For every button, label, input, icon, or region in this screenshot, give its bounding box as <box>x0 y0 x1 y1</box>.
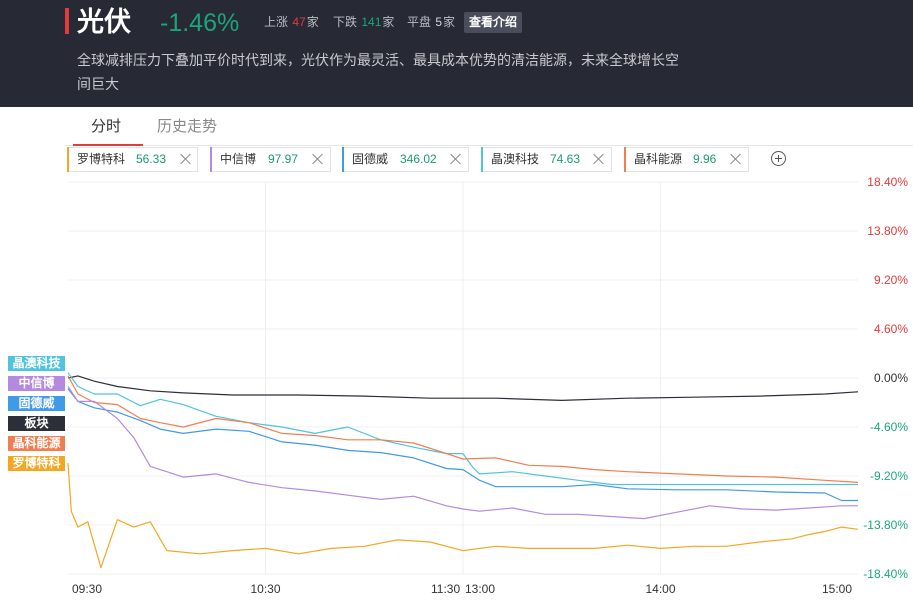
chip-stock-name: 固德威 <box>352 152 389 166</box>
stock-chip-gudewei[interactable]: 固德威 346.02 <box>342 147 469 172</box>
legend-tag-gudewei: 固德威 <box>8 396 65 411</box>
series-line-晶澳科技 <box>67 372 858 486</box>
y-tick-label: 13.80% <box>867 224 908 238</box>
chip-color-bar <box>342 147 344 172</box>
chip-stock-value: 56.33 <box>136 152 167 166</box>
stock-chip-jingke[interactable]: 晶科能源 9.96 <box>624 147 749 172</box>
sector-description: 全球减排压力下叠加平价时代到来，光伏作为最灵活、最具成本优势的清洁能源，未来全球… <box>77 52 679 92</box>
up-unit: 家 <box>306 15 319 29</box>
series-line-中信博 <box>67 386 858 520</box>
y-tick-label: 18.40% <box>867 175 908 189</box>
series-line-罗博特科 <box>67 463 859 569</box>
down-unit: 家 <box>382 15 395 29</box>
tab-intraday[interactable]: 分时 <box>91 118 122 135</box>
add-stock-icon[interactable] <box>771 151 786 166</box>
up-count-stat: 上涨 47家 <box>264 14 319 30</box>
stock-chip-jingao[interactable]: 晶澳科技 74.63 <box>481 147 612 172</box>
legend-tag-sector: 板块 <box>8 416 65 431</box>
chip-color-bar <box>67 147 69 172</box>
up-count: 47 <box>292 15 306 29</box>
stock-chip-luobotke[interactable]: 罗博特科 56.33 <box>67 147 198 172</box>
y-tick-label: -4.60% <box>869 420 908 434</box>
flat-unit: 家 <box>443 15 456 29</box>
down-label: 下跌 <box>333 15 358 29</box>
legend-tag-jingao: 晶澳科技 <box>8 356 65 371</box>
sector-change-percent: -1.46% <box>160 9 240 37</box>
flat-label: 平盘 <box>407 15 432 29</box>
chip-stock-value: 74.63 <box>550 152 581 166</box>
sector-title: 光伏 <box>77 7 131 37</box>
sector-header: 光伏 -1.46% 上涨 47家 下跌 141家 平盘 5家 查看介绍 全球减排… <box>0 0 913 107</box>
chip-color-bar <box>481 147 483 172</box>
legend-tag-jingke: 晶科能源 <box>8 436 65 451</box>
flat-count-stat: 平盘 5家 <box>407 14 455 30</box>
down-count-stat: 下跌 141家 <box>333 14 394 30</box>
series-line-晶科能源 <box>67 375 859 483</box>
y-tick-label: 4.60% <box>873 322 908 336</box>
up-label: 上涨 <box>264 15 289 29</box>
chip-stock-name: 晶科能源 <box>634 152 683 166</box>
y-tick-label: -18.40% <box>863 567 908 581</box>
chip-stock-name: 中信博 <box>220 152 257 166</box>
series-line-板块 <box>67 375 859 401</box>
y-tick-label: -9.20% <box>869 469 908 483</box>
legend-tag-zhongxinbo: 中信博 <box>8 376 65 391</box>
y-tick-label: 9.20% <box>873 273 908 287</box>
chip-stock-value: 97.97 <box>268 152 299 166</box>
chip-color-bar <box>624 147 626 172</box>
title-accent-bar <box>65 8 69 34</box>
y-tick-label: -13.80% <box>863 518 908 532</box>
legend-tag-luobotke: 罗博特科 <box>8 456 65 471</box>
x-tick-label: 11:30 <box>431 582 461 596</box>
x-tick-label: 14:00 <box>645 582 676 596</box>
x-tick-label: 09:30 <box>72 582 103 596</box>
view-intro-button[interactable]: 查看介绍 <box>464 12 522 33</box>
chip-stock-name: 晶澳科技 <box>491 152 540 166</box>
y-tick-label: 0.00% <box>873 371 908 385</box>
chip-color-bar <box>210 147 212 172</box>
active-tab-indicator <box>73 144 143 146</box>
down-count: 141 <box>361 15 382 29</box>
x-tick-label: 15:00 <box>822 582 853 596</box>
x-tick-label: 13:00 <box>465 582 496 596</box>
chip-stock-value: 9.96 <box>693 152 717 166</box>
tab-divider <box>65 145 913 146</box>
chip-stock-value: 346.02 <box>400 152 437 166</box>
flat-count: 5 <box>435 15 443 29</box>
tab-history[interactable]: 历史走势 <box>157 118 218 135</box>
chip-stock-name: 罗博特科 <box>77 152 126 166</box>
stock-chip-zhongxinbo[interactable]: 中信博 97.97 <box>210 147 331 172</box>
series-line-固德威 <box>67 388 858 502</box>
x-tick-label: 10:30 <box>250 582 281 596</box>
